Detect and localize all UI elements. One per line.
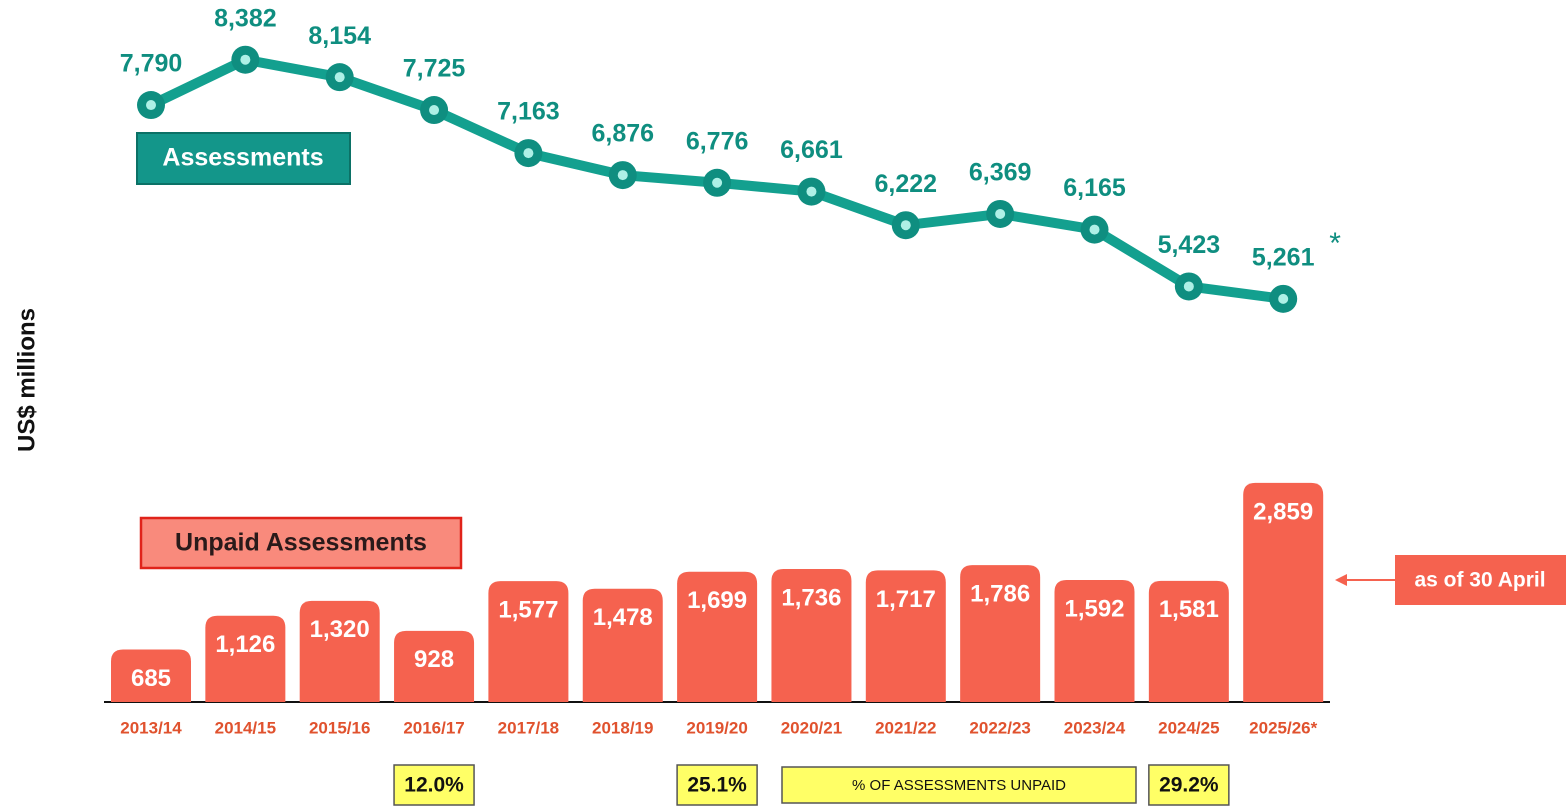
point-label: 7,790 xyxy=(120,50,183,78)
annotation: as of 30 April xyxy=(1414,569,1545,592)
bar-label: 685 xyxy=(131,665,171,692)
marker-dot xyxy=(523,148,534,159)
x-tick-label: 2017/18 xyxy=(498,718,559,737)
bar xyxy=(582,588,663,702)
x-tick-label: 2024/25 xyxy=(1158,718,1219,737)
bar xyxy=(1243,482,1324,702)
bar xyxy=(205,615,286,702)
marker-dot xyxy=(712,177,723,188)
bar xyxy=(488,581,569,702)
bar-legend: Unpaid Assessments xyxy=(175,529,427,557)
share-title-box xyxy=(781,766,1137,804)
marker-dot xyxy=(240,54,251,65)
bar-label: 1,478 xyxy=(593,604,653,631)
point-label: 6,776 xyxy=(686,127,749,155)
point-label: 6,165 xyxy=(1063,174,1126,202)
annotation-box xyxy=(1395,555,1566,605)
bar xyxy=(865,570,946,702)
bar-label: 928 xyxy=(414,646,454,673)
bar xyxy=(960,565,1041,702)
x-tick-label: 2018/19 xyxy=(592,718,653,737)
arrow-head xyxy=(1335,574,1347,586)
bar-label: 1,581 xyxy=(1159,596,1219,623)
bar xyxy=(1054,580,1135,702)
bar-legend-box xyxy=(139,516,463,570)
x-tick-label: 2014/15 xyxy=(215,718,276,737)
marker-dot xyxy=(806,186,817,197)
bar-label: 1,320 xyxy=(310,616,370,643)
bar xyxy=(677,571,758,702)
marker-dot xyxy=(429,105,440,116)
marker-dot xyxy=(146,100,156,111)
point-label: 6,369 xyxy=(969,159,1032,187)
point-label: 6,222 xyxy=(875,170,938,198)
marker-dot xyxy=(1278,293,1289,304)
bar-label: 1,592 xyxy=(1064,595,1124,622)
x-tick-label: 2022/23 xyxy=(969,718,1030,737)
bar xyxy=(1148,580,1229,702)
share-box xyxy=(393,764,475,806)
marker-dot xyxy=(900,220,911,231)
marker-dot xyxy=(617,170,628,181)
share-box xyxy=(676,764,758,806)
asterisk: * xyxy=(1329,227,1341,260)
marker-dot xyxy=(1089,224,1100,235)
marker-dot xyxy=(995,208,1006,219)
share-label: 25.1% xyxy=(687,774,747,797)
y-axis-label: US$ millions xyxy=(13,308,40,452)
x-tick-label: 2023/24 xyxy=(1064,718,1126,737)
share-label: 12.0% xyxy=(404,774,464,797)
point-label: 7,725 xyxy=(403,55,466,83)
point-label: 5,423 xyxy=(1158,231,1221,259)
point-label: 7,163 xyxy=(497,98,560,126)
bar-label: 1,786 xyxy=(970,580,1030,607)
x-tick-label: 2016/17 xyxy=(403,718,464,737)
line-legend: Assessments xyxy=(162,144,323,172)
x-tick-label: 2020/21 xyxy=(781,718,842,737)
point-label: 6,876 xyxy=(591,120,654,148)
marker-dot xyxy=(1183,281,1194,292)
x-tick-label: 2019/20 xyxy=(686,718,747,737)
bar-label: 1,699 xyxy=(687,587,747,614)
bar xyxy=(299,600,380,702)
share-box xyxy=(1148,764,1230,806)
bar-label: 1,126 xyxy=(215,631,275,658)
point-label: 8,154 xyxy=(308,22,371,50)
bar xyxy=(771,568,852,702)
x-tick-label: 2025/26* xyxy=(1249,718,1317,737)
bar xyxy=(394,630,475,702)
marker-dot xyxy=(334,72,345,83)
x-tick-label: 2021/22 xyxy=(875,718,936,737)
point-label: 8,382 xyxy=(214,4,277,32)
share-title: % OF ASSESSMENTS UNPAID xyxy=(852,777,1066,794)
bar xyxy=(111,649,191,702)
bar-label: 1,577 xyxy=(498,596,558,623)
share-label: 29.2% xyxy=(1159,774,1219,797)
bar-label: 1,717 xyxy=(876,586,936,613)
line-legend-box xyxy=(136,132,351,185)
x-tick-label: 2015/16 xyxy=(309,718,370,737)
point-label: 5,261 xyxy=(1252,243,1315,271)
bar-label: 2,859 xyxy=(1253,498,1313,525)
bar-label: 1,736 xyxy=(781,584,841,611)
x-tick-label: 2013/14 xyxy=(120,718,182,737)
point-label: 6,661 xyxy=(780,136,843,164)
